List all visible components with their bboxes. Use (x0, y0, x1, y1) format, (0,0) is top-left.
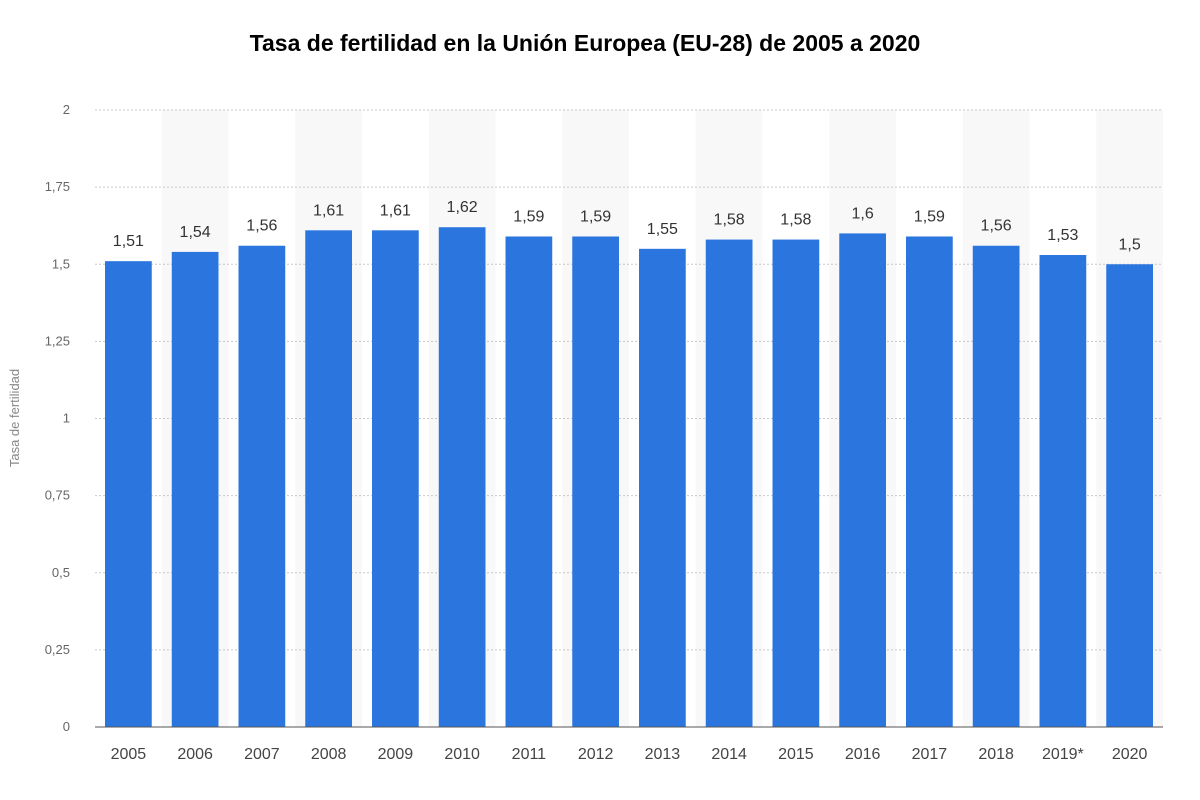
x-axis-ticks: 2005 2006 2007 2008 2009 2010 2011 2012 2013 2014… (111, 746, 1148, 763)
y-tick-label: 1,75 (45, 179, 70, 194)
x-tick-label: 2008 (311, 746, 347, 763)
x-tick-label: 2006 (177, 746, 213, 763)
bar[interactable] (238, 245, 286, 728)
data-label: 1,56 (246, 218, 277, 235)
x-tick-label: 2017 (912, 746, 948, 763)
bar[interactable] (1039, 254, 1087, 727)
data-label: 1,53 (1047, 227, 1078, 244)
x-tick-label: 2010 (444, 746, 480, 763)
y-axis-ticks: 0 0,25 0,5 0,75 1 1,25 1,5 1,75 2 (45, 102, 70, 734)
bar[interactable] (1106, 264, 1153, 727)
x-tick-label: 2005 (111, 746, 147, 763)
data-label: 1,54 (180, 224, 211, 241)
bar[interactable] (839, 233, 886, 727)
x-tick-label: 2020 (1112, 746, 1148, 763)
bar[interactable] (639, 248, 686, 727)
x-tick-label: 2014 (711, 746, 747, 763)
data-label: 1,59 (580, 208, 611, 225)
bar[interactable] (705, 239, 753, 727)
y-tick-label: 0,5 (52, 565, 70, 580)
x-tick-label: 2019* (1042, 746, 1084, 763)
bar[interactable] (171, 251, 219, 727)
bar[interactable] (772, 239, 820, 727)
x-tick-label: 2013 (645, 746, 681, 763)
data-label: 1,61 (380, 202, 411, 219)
y-tick-label: 0 (63, 719, 70, 734)
y-tick-label: 1,5 (52, 256, 70, 271)
y-tick-label: 2 (63, 102, 70, 117)
x-tick-label: 2009 (378, 746, 414, 763)
data-label: 1,55 (647, 221, 678, 238)
y-tick-label: 0,25 (45, 642, 70, 657)
y-tick-label: 0,75 (45, 488, 70, 503)
x-tick-label: 2012 (578, 746, 614, 763)
data-label: 1,59 (914, 208, 945, 225)
data-label: 1,58 (780, 212, 811, 229)
data-label: 1,58 (714, 212, 745, 229)
data-label: 1,51 (113, 233, 144, 250)
bar[interactable] (372, 230, 419, 727)
data-label: 1,6 (852, 205, 874, 222)
bar[interactable] (906, 236, 953, 728)
data-label: 1,59 (513, 208, 544, 225)
value-labels: 1,51 1,54 1,56 1,61 1,61 1,62 1,59 1,59 1,55 1,58… (113, 199, 1141, 253)
bar[interactable] (505, 236, 553, 728)
data-label: 1,61 (313, 202, 344, 219)
chart-title: Tasa de fertilidad en la Unión Europea (… (249, 30, 921, 56)
x-tick-label: 2007 (244, 746, 280, 763)
y-tick-label: 1,25 (45, 333, 70, 348)
bar[interactable] (438, 227, 486, 728)
x-tick-label: 2018 (978, 746, 1014, 763)
data-label: 1,56 (981, 218, 1012, 235)
bar[interactable] (972, 245, 1020, 728)
y-tick-label: 1 (63, 411, 70, 426)
bar[interactable] (305, 230, 352, 727)
y-axis-title: Tasa de fertilidad (7, 369, 22, 467)
x-tick-label: 2016 (845, 746, 881, 763)
bars (105, 227, 1153, 728)
bar[interactable] (572, 236, 619, 728)
data-label: 1,5 (1119, 236, 1141, 253)
bar[interactable] (105, 261, 152, 727)
data-label: 1,62 (447, 199, 478, 216)
x-tick-label: 2015 (778, 746, 814, 763)
x-tick-label: 2011 (512, 746, 547, 763)
